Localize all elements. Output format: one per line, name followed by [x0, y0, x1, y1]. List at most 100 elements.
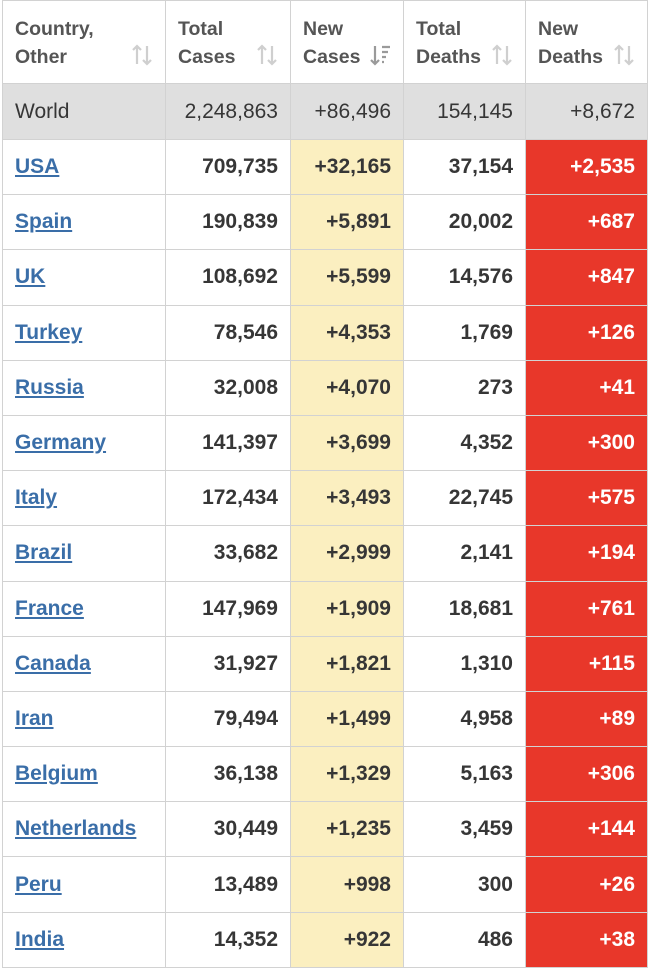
total-cases-cell: 36,138 [165, 746, 291, 803]
header-total-deaths[interactable]: Total Deaths [403, 0, 526, 84]
new-cases-cell: +5,891 [290, 194, 404, 251]
table-row: Netherlands 30,449 +1,235 3,459 +144 [2, 801, 648, 858]
header-new-deaths-line1: New [538, 18, 579, 40]
sort-descending-icon[interactable] [369, 43, 391, 67]
new-deaths-cell: +2,535 [525, 138, 648, 196]
country-cell: Germany [2, 414, 166, 472]
total-cases-cell: 31,927 [165, 635, 291, 692]
table-row: Italy 172,434 +3,493 22,745 +575 [2, 470, 648, 527]
country-cell: Russia [2, 359, 166, 416]
sort-unsorted-icon[interactable] [131, 43, 153, 67]
new-cases-cell: +1,821 [290, 635, 404, 692]
new-deaths-cell: +144 [525, 801, 648, 858]
country-link[interactable]: Turkey [15, 320, 83, 344]
country-link[interactable]: UK [15, 265, 46, 289]
new-cases-cell: +1,909 [290, 580, 404, 637]
total-cases-cell: 172,434 [165, 470, 291, 527]
total-cases-cell: 108,692 [165, 249, 291, 306]
total-cases-cell: 78,546 [165, 304, 291, 361]
world-country: World [2, 83, 166, 140]
new-deaths-cell: +575 [525, 470, 648, 527]
country-link[interactable]: Peru [15, 872, 62, 896]
new-cases-cell: +4,070 [290, 359, 404, 416]
total-deaths-cell: 300 [403, 856, 526, 913]
total-deaths-cell: 14,576 [403, 249, 526, 306]
country-link[interactable]: Germany [15, 431, 107, 455]
total-deaths-cell: 22,745 [403, 470, 526, 527]
table-row: Canada 31,927 +1,821 1,310 +115 [2, 635, 648, 692]
country-link[interactable]: Iran [15, 706, 54, 730]
sort-unsorted-icon[interactable] [613, 43, 635, 67]
country-cell: Netherlands [2, 801, 166, 858]
country-link[interactable]: Canada [15, 651, 91, 675]
new-deaths-cell: +300 [525, 414, 648, 472]
country-cell: Canada [2, 635, 166, 692]
header-new-cases[interactable]: New Cases [290, 0, 404, 84]
country-link[interactable]: USA [15, 155, 60, 179]
header-total-deaths-line2: Deaths [416, 46, 482, 68]
table-row: France 147,969 +1,909 18,681 +761 [2, 580, 648, 637]
sort-unsorted-icon[interactable] [491, 43, 513, 67]
country-link[interactable]: Italy [15, 486, 58, 510]
total-deaths-cell: 1,769 [403, 304, 526, 361]
table-row: Belgium 36,138 +1,329 5,163 +306 [2, 746, 648, 803]
header-new-deaths-line2: Deaths [538, 46, 604, 68]
country-cell: Spain [2, 194, 166, 251]
new-cases-cell: +5,599 [290, 249, 404, 306]
new-cases-cell: +32,165 [290, 138, 404, 196]
country-link[interactable]: France [15, 596, 84, 620]
new-cases-cell: +1,329 [290, 746, 404, 803]
country-link[interactable]: Brazil [15, 541, 73, 565]
sort-unsorted-icon[interactable] [256, 43, 278, 67]
total-deaths-cell: 18,681 [403, 580, 526, 637]
country-link[interactable]: Russia [15, 375, 84, 399]
table-row: Russia 32,008 +4,070 273 +41 [2, 359, 648, 416]
header-row: Country, Other Total Cases New Cases [2, 0, 648, 84]
table-row: UK 108,692 +5,599 14,576 +847 [2, 249, 648, 306]
country-cell: Turkey [2, 304, 166, 361]
new-cases-cell: +3,493 [290, 470, 404, 527]
new-cases-cell: +998 [290, 856, 404, 913]
new-deaths-cell: +26 [525, 856, 648, 913]
table-row: Turkey 78,546 +4,353 1,769 +126 [2, 304, 648, 361]
total-deaths-cell: 4,958 [403, 690, 526, 748]
header-new-deaths[interactable]: New Deaths [525, 0, 648, 84]
total-cases-cell: 13,489 [165, 856, 291, 913]
total-cases-cell: 709,735 [165, 138, 291, 196]
country-link[interactable]: Spain [15, 210, 73, 234]
total-deaths-cell: 4,352 [403, 414, 526, 472]
total-deaths-cell: 3,459 [403, 801, 526, 858]
new-deaths-cell: +306 [525, 746, 648, 803]
table-row: India 14,352 +922 486 +38 [2, 911, 648, 968]
country-cell: Italy [2, 470, 166, 527]
new-deaths-cell: +847 [525, 249, 648, 306]
new-cases-cell: +4,353 [290, 304, 404, 361]
country-cell: Brazil [2, 525, 166, 582]
country-cell: France [2, 580, 166, 637]
header-total-cases[interactable]: Total Cases [165, 0, 291, 84]
header-country[interactable]: Country, Other [2, 0, 166, 84]
total-cases-cell: 79,494 [165, 690, 291, 748]
header-country-line1: Country, [15, 18, 94, 40]
country-link[interactable]: Belgium [15, 762, 98, 786]
country-link[interactable]: India [15, 927, 65, 951]
country-link[interactable]: Netherlands [15, 817, 137, 841]
total-cases-cell: 141,397 [165, 414, 291, 472]
total-deaths-cell: 5,163 [403, 746, 526, 803]
new-deaths-cell: +761 [525, 580, 648, 637]
total-cases-cell: 30,449 [165, 801, 291, 858]
country-cell: UK [2, 249, 166, 306]
total-cases-cell: 32,008 [165, 359, 291, 416]
world-new-deaths: +8,672 [525, 83, 648, 140]
world-total-cases: 2,248,863 [165, 83, 291, 140]
header-new-cases-line1: New [303, 18, 344, 40]
country-cell: Peru [2, 856, 166, 913]
new-cases-cell: +1,499 [290, 690, 404, 748]
header-new-cases-line2: Cases [303, 46, 361, 68]
new-deaths-cell: +89 [525, 690, 648, 748]
new-deaths-cell: +41 [525, 359, 648, 416]
country-cell: India [2, 911, 166, 968]
total-deaths-cell: 1,310 [403, 635, 526, 692]
country-cell: Belgium [2, 746, 166, 803]
total-deaths-cell: 37,154 [403, 138, 526, 196]
